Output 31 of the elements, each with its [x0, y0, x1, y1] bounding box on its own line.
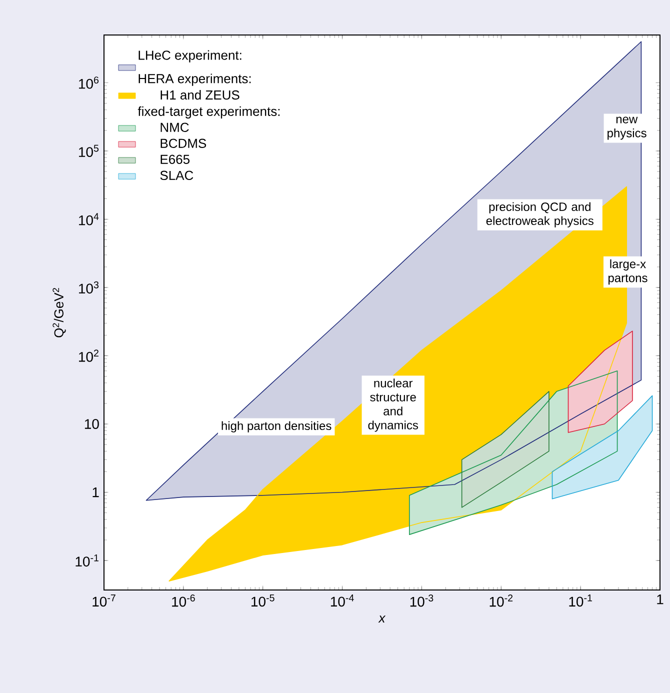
x-axis-title: x: [378, 616, 386, 622]
y-tick-label: 10: [84, 419, 99, 429]
y-tick-label: 10$^{2}$: [79, 350, 98, 362]
x-tick-label: 10$^{-7}$: [92, 594, 116, 607]
y-tick-label: 1: [92, 487, 99, 498]
annotation: large-x partons: [608, 259, 648, 285]
y-tick-label: 10$^{5}$: [79, 144, 99, 158]
annotation: nuclear structure and dynamics: [368, 378, 418, 432]
annotation: fixed-target experiments:: [138, 106, 280, 119]
x-tick-label: 10$^{-3}$: [410, 594, 434, 607]
x-tick-label: 1: [657, 594, 664, 604]
annotation: LHeC experiment:: [138, 50, 242, 62]
x-tick-label: 10$^{-1}$: [569, 594, 592, 607]
legend-label: H1 and ZEUS: [160, 90, 240, 100]
annotation: precision QCD and electroweak physics: [486, 202, 594, 228]
annotation: HERA experiments:: [138, 74, 251, 86]
y-tick-label: 10$^{4}$: [79, 213, 99, 226]
y-tick-label: 10$^{3}$: [79, 281, 99, 294]
y-tick-label: 10$^{6}$: [79, 76, 99, 89]
x-tick-label: 10$^{-4}$: [330, 594, 354, 607]
x-tick-label: 10$^{-5}$: [252, 594, 274, 607]
legend-label: E665: [160, 154, 190, 164]
legend-label: SLAC: [160, 170, 194, 180]
y-axis-title: Q$^{2}$/GeV$^{2}$: [52, 288, 66, 338]
annotation: high parton densities: [222, 421, 332, 432]
legend-label: NMC: [160, 122, 189, 132]
y-tick-label: 10$^{-1}$: [76, 554, 98, 567]
x-tick-label: 10$^{-6}$: [172, 594, 195, 607]
annotation: new physics: [608, 116, 646, 140]
legend-label: BCDMS: [160, 138, 206, 148]
x-tick-label: 10$^{-2}$: [490, 594, 513, 607]
